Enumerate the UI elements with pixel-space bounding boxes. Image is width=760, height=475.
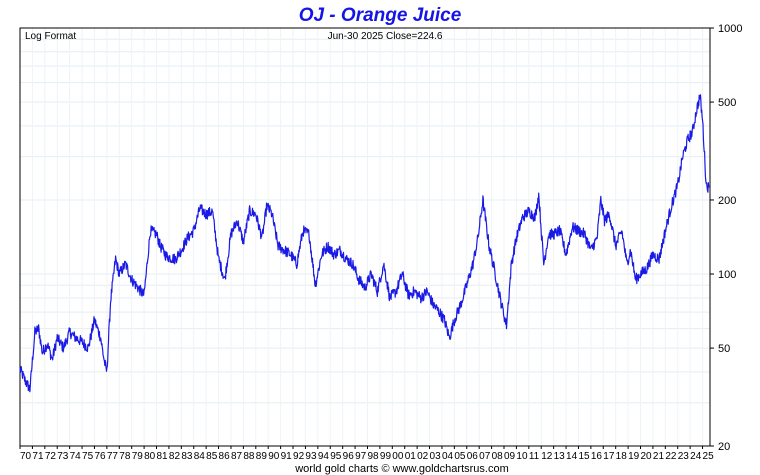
y-tick-label: 500 bbox=[718, 97, 736, 109]
x-tick-label: 87 bbox=[231, 451, 243, 462]
grid bbox=[19, 27, 710, 447]
x-tick-label: 93 bbox=[305, 451, 317, 462]
y-tick-label: 100 bbox=[718, 269, 736, 281]
x-tick-label: 70 bbox=[20, 451, 32, 462]
x-tick-label: 02 bbox=[417, 451, 429, 462]
x-tick-label: 71 bbox=[32, 451, 44, 462]
x-tick-label: 08 bbox=[492, 451, 504, 462]
x-tick-label: 90 bbox=[268, 451, 280, 462]
y-axis: 20 50 100 200 500 1000 bbox=[710, 23, 742, 453]
x-tick-label: 97 bbox=[355, 451, 367, 462]
x-tick-label: 09 bbox=[504, 451, 516, 462]
x-tick-label: 25 bbox=[703, 451, 715, 462]
y-tick-label: 50 bbox=[718, 343, 730, 355]
x-tick-label: 96 bbox=[343, 451, 355, 462]
x-tick-label: 10 bbox=[516, 451, 528, 462]
x-tick-label: 21 bbox=[653, 451, 665, 462]
x-tick-label: 11 bbox=[529, 451, 540, 462]
x-tick-label: 73 bbox=[57, 451, 69, 462]
x-tick-label: 94 bbox=[318, 451, 330, 462]
x-tick-label: 16 bbox=[591, 451, 603, 462]
x-tick-label: 91 bbox=[281, 451, 293, 462]
x-tick-label: 76 bbox=[94, 451, 106, 462]
x-tick-label: 07 bbox=[479, 451, 491, 462]
x-tick-label: 85 bbox=[206, 451, 218, 462]
x-tick-label: 17 bbox=[603, 451, 615, 462]
scale-label: Log Format bbox=[25, 31, 76, 42]
x-tick-label: 92 bbox=[293, 451, 305, 462]
x-tick-label: 15 bbox=[578, 451, 590, 462]
x-tick-label: 23 bbox=[678, 451, 690, 462]
price-line bbox=[19, 94, 710, 393]
x-tick-label: 13 bbox=[554, 451, 566, 462]
x-tick-label: 79 bbox=[132, 451, 144, 462]
chart-title: OJ - Orange Juice bbox=[299, 5, 462, 26]
y-tick-label: 20 bbox=[718, 441, 730, 453]
x-tick-label: 98 bbox=[367, 451, 379, 462]
x-tick-label: 22 bbox=[665, 451, 677, 462]
x-tick-label: 06 bbox=[467, 451, 479, 462]
x-axis: 70 71 72 73 74 75 76 77 78 79 80 81 82 83 84 85 86 87 88 89… bbox=[19, 446, 715, 462]
x-tick-label: 74 bbox=[70, 451, 82, 462]
x-tick-label: 80 bbox=[144, 451, 156, 462]
x-tick-label: 01 bbox=[405, 451, 417, 462]
x-tick-label: 75 bbox=[82, 451, 94, 462]
x-tick-label: 05 bbox=[454, 451, 466, 462]
x-tick-label: 77 bbox=[107, 451, 119, 462]
x-tick-label: 81 bbox=[157, 451, 169, 462]
x-tick-label: 04 bbox=[442, 451, 454, 462]
footer-credit: world gold charts © www.goldchartsrus.co… bbox=[294, 463, 509, 475]
x-tick-label: 83 bbox=[181, 451, 193, 462]
last-quote-label: Jun-30 2025 Close=224.6 bbox=[328, 31, 443, 42]
plot-frame bbox=[19, 27, 711, 447]
x-tick-label: 78 bbox=[119, 451, 131, 462]
x-tick-label: 19 bbox=[628, 451, 640, 462]
y-tick-label: 1000 bbox=[718, 23, 742, 35]
x-tick-label: 20 bbox=[641, 451, 653, 462]
x-tick-label: 99 bbox=[380, 451, 392, 462]
x-tick-label: 12 bbox=[541, 451, 553, 462]
x-tick-label: 14 bbox=[566, 451, 578, 462]
x-tick-label: 82 bbox=[169, 451, 181, 462]
x-tick-label: 84 bbox=[194, 451, 206, 462]
x-tick-label: 18 bbox=[616, 451, 628, 462]
y-tick-label: 200 bbox=[718, 195, 736, 207]
x-tick-label: 00 bbox=[392, 451, 404, 462]
x-tick-label: 72 bbox=[45, 451, 57, 462]
x-tick-label: 24 bbox=[690, 451, 702, 462]
x-tick-label: 89 bbox=[256, 451, 268, 462]
x-tick-label: 95 bbox=[330, 451, 342, 462]
x-tick-label: 86 bbox=[219, 451, 231, 462]
x-tick-label: 88 bbox=[243, 451, 255, 462]
x-tick-label: 03 bbox=[430, 451, 442, 462]
